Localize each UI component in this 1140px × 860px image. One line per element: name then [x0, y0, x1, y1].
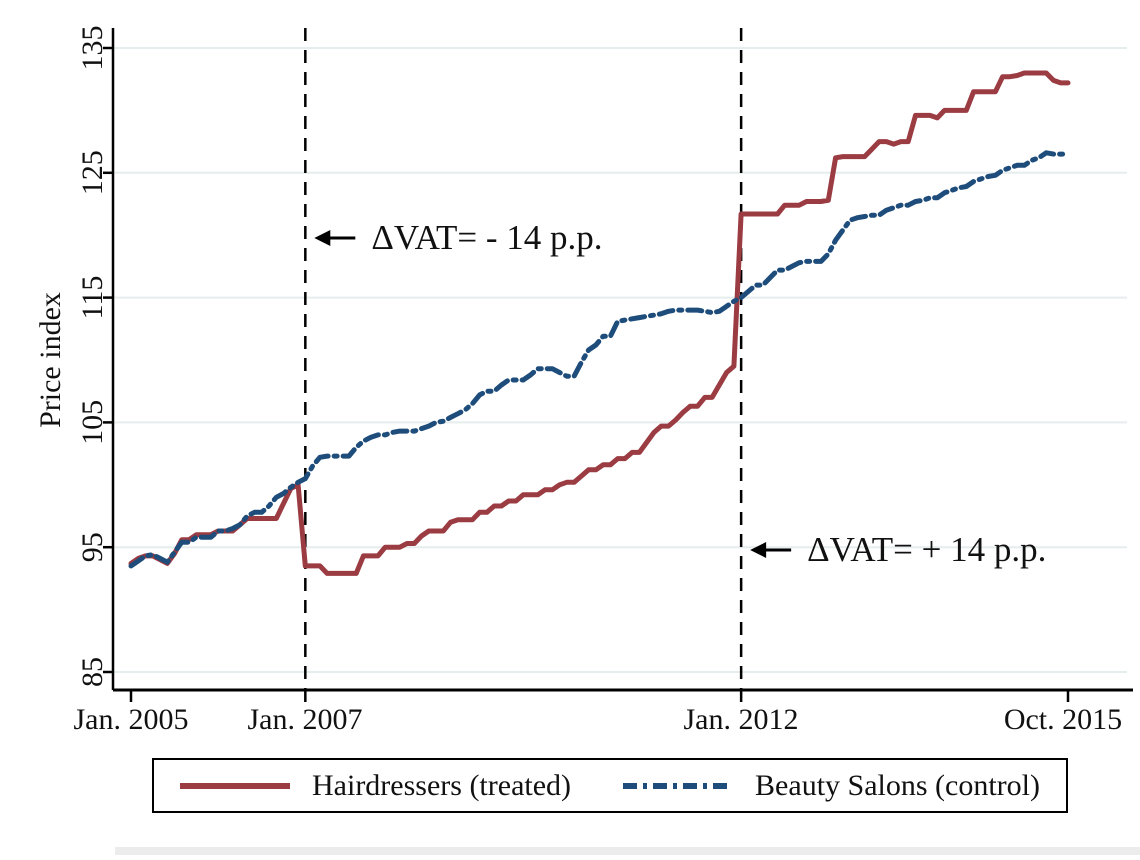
legend-item-beauty-salons: Beauty Salons (control) [623, 769, 1040, 803]
x-tick-oct2015: Oct. 2015 [1004, 703, 1122, 736]
y-axis-title: Price index [34, 292, 67, 428]
y-tick-95: 95 [76, 532, 109, 562]
x-tick-jan2005: Jan. 2005 [74, 703, 189, 736]
y-tick-105: 105 [76, 400, 109, 445]
y-tick-135: 135 [76, 26, 109, 71]
series-lines [128, 70, 1071, 576]
axes [111, 28, 1133, 692]
line-beauty-salons-control- [128, 150, 1071, 569]
y-tick-85: 85 [76, 657, 109, 687]
gridlines [114, 47, 1127, 673]
x-tick-jan2007: Jan. 2007 [248, 703, 363, 736]
x-tick-labels: Jan. 2005 Jan. 2007 Jan. 2012 Oct. 2015 [74, 703, 1123, 736]
legend-label-beauty-salons: Beauty Salons (control) [755, 768, 1040, 802]
y-tick-115: 115 [76, 276, 109, 320]
x-tick-jan2012: Jan. 2012 [684, 703, 799, 736]
legend-item-hairdressers: Hairdressers (treated) [180, 769, 571, 803]
control-line-swatch [623, 782, 734, 789]
y-tick-labels: 85 95 105 115 125 135 [76, 26, 109, 688]
vat-annotation-0: ΔVAT= - 14 p.p. [371, 218, 602, 257]
vat-annotation-1: ΔVAT= + 14 p.p. [807, 530, 1046, 569]
tick-marks [103, 46, 1070, 702]
y-tick-125: 125 [76, 150, 109, 195]
vat-event-lines: ΔVAT= - 14 p.p. ΔVAT= + 14 p.p. [304, 28, 1046, 690]
line-hairdressers-treated- [128, 70, 1071, 576]
treated-line-swatch [180, 782, 290, 789]
legend: Hairdressers (treated) Beauty Salons (co… [152, 758, 1068, 813]
legend-label-hairdressers: Hairdressers (treated) [312, 768, 572, 802]
page-edge-strip [115, 847, 1140, 855]
